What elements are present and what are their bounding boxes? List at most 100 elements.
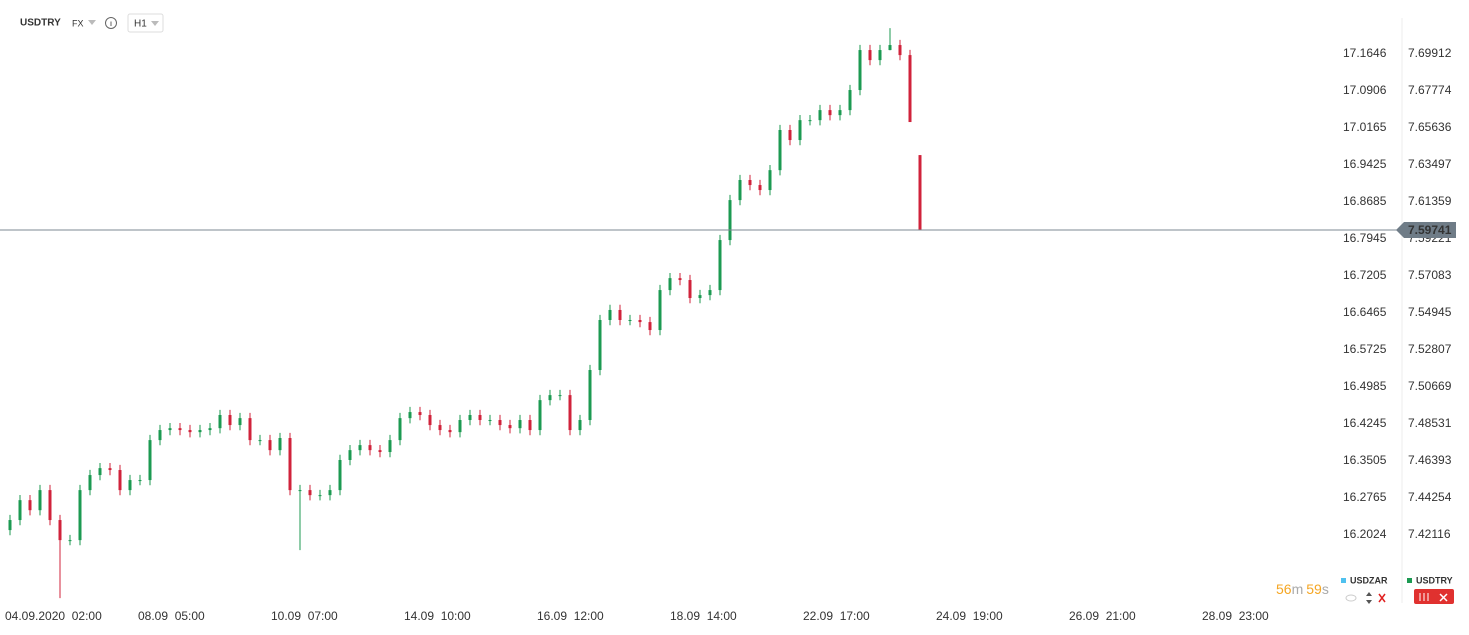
candle-body [858,50,862,91]
y-tick-label: 16.6465 [1343,305,1387,319]
candle-body [328,490,332,496]
remove-icon[interactable] [1439,593,1448,602]
dropdown-arrow[interactable] [88,20,96,25]
candle-body [408,412,412,419]
y-tick-label: 16.3505 [1343,453,1387,467]
interval: H1 [134,19,147,30]
x-tick-label: 16.09 12:00 [537,609,604,623]
candle-body [148,440,152,481]
candle-body [398,418,402,441]
y2-tick-label: 7.65636 [1408,120,1452,134]
y2-tick-label: 7.46393 [1408,453,1452,467]
y2-tick-label: 7.54945 [1408,305,1452,319]
x-tick-label: 14.09 10:00 [404,609,471,623]
candle-body [448,430,452,433]
series-icon [1419,593,1429,601]
candle-body [78,490,82,541]
legend: USDZAR USDTRY [1341,575,1453,585]
y2-tick-label: 7.61359 [1408,194,1452,208]
dropdown-arrow[interactable] [151,21,159,26]
countdown-minutes: 56 [1276,581,1292,597]
x-tick-label: 04.09.2020 02:00 [5,609,102,623]
candle-body [358,445,362,451]
y-tick-label: 16.7205 [1343,268,1387,282]
candle-body [138,480,142,482]
candle-body [738,180,742,201]
y2-tick-label: 7.52807 [1408,342,1452,356]
candle-body [188,430,192,433]
candle-body [38,490,42,511]
candle-body [88,475,92,491]
y2-tick-label: 7.57083 [1408,268,1452,282]
legend-label: USDZAR [1350,575,1388,585]
candle-body [718,240,722,291]
candle-body [158,430,162,441]
candle-body [318,495,322,497]
candle-body [248,418,252,441]
y2-tick-label: 7.63497 [1408,157,1452,171]
candle-body [108,468,112,471]
countdown-unit: s [1322,581,1329,597]
remove-icon[interactable] [1378,593,1386,603]
candle-body [868,50,872,61]
candle-body [778,130,782,171]
candle-body [598,320,602,371]
candle-body [118,470,122,491]
y-tick-label: 17.1646 [1343,46,1387,60]
candle-body [528,420,532,431]
candle-body [168,428,172,431]
candle-body [418,412,422,416]
y-tick-label: 16.2024 [1343,527,1387,541]
candle-body [8,520,12,531]
candle-body [608,309,612,321]
candle-body [18,500,22,521]
y-tick-label: 17.0906 [1343,83,1387,97]
y-tick-label: 16.5725 [1343,342,1387,356]
candle-body [438,425,442,431]
y2-tick-label: 7.48531 [1408,416,1452,430]
candle-body [888,45,892,51]
candle-body [618,309,622,321]
move-icon[interactable] [1366,592,1372,604]
last-price-tag [1396,222,1456,239]
y-tick-label: 16.4985 [1343,379,1387,393]
y-tick-label: 17.0165 [1343,120,1387,134]
candle-body [258,440,262,442]
interval-button[interactable] [127,13,164,33]
candle-body [908,55,912,123]
candle-body [208,428,212,431]
candle-body [548,395,552,401]
candle-body [678,278,682,281]
candle-body [238,418,242,426]
candle-body [468,415,472,421]
candle-body [848,90,852,111]
candle-body [698,295,702,299]
y-tick-label: 16.7945 [1343,231,1387,245]
visibility-icon[interactable] [1345,594,1357,602]
x-tick-label: 18.09 14:00 [670,609,737,623]
candle-body [458,420,462,433]
legend-swatch [1341,578,1346,583]
candle-body [368,445,372,451]
candle-body [758,185,762,191]
candle-body [788,130,792,141]
candle-body [918,155,922,231]
symbol[interactable]: USDTRY [20,18,61,29]
candle-body [518,420,522,429]
info-icon[interactable] [105,17,117,29]
candle-body [898,45,902,56]
candle-body [478,415,482,421]
candle-body [838,110,842,116]
countdown-seconds: 59 [1306,581,1322,597]
y2-tick-label: 7.67774 [1408,83,1452,97]
countdown-unit: m [1292,581,1304,597]
y-tick-label: 16.4245 [1343,416,1387,430]
candle-body [808,120,812,122]
y2-tick-label: 7.44254 [1408,490,1452,504]
x-tick-label: 24.09 19:00 [936,609,1003,623]
candle-body [818,110,822,121]
candle-body [378,450,382,453]
candle-body [638,320,642,323]
candle-body [218,415,222,429]
